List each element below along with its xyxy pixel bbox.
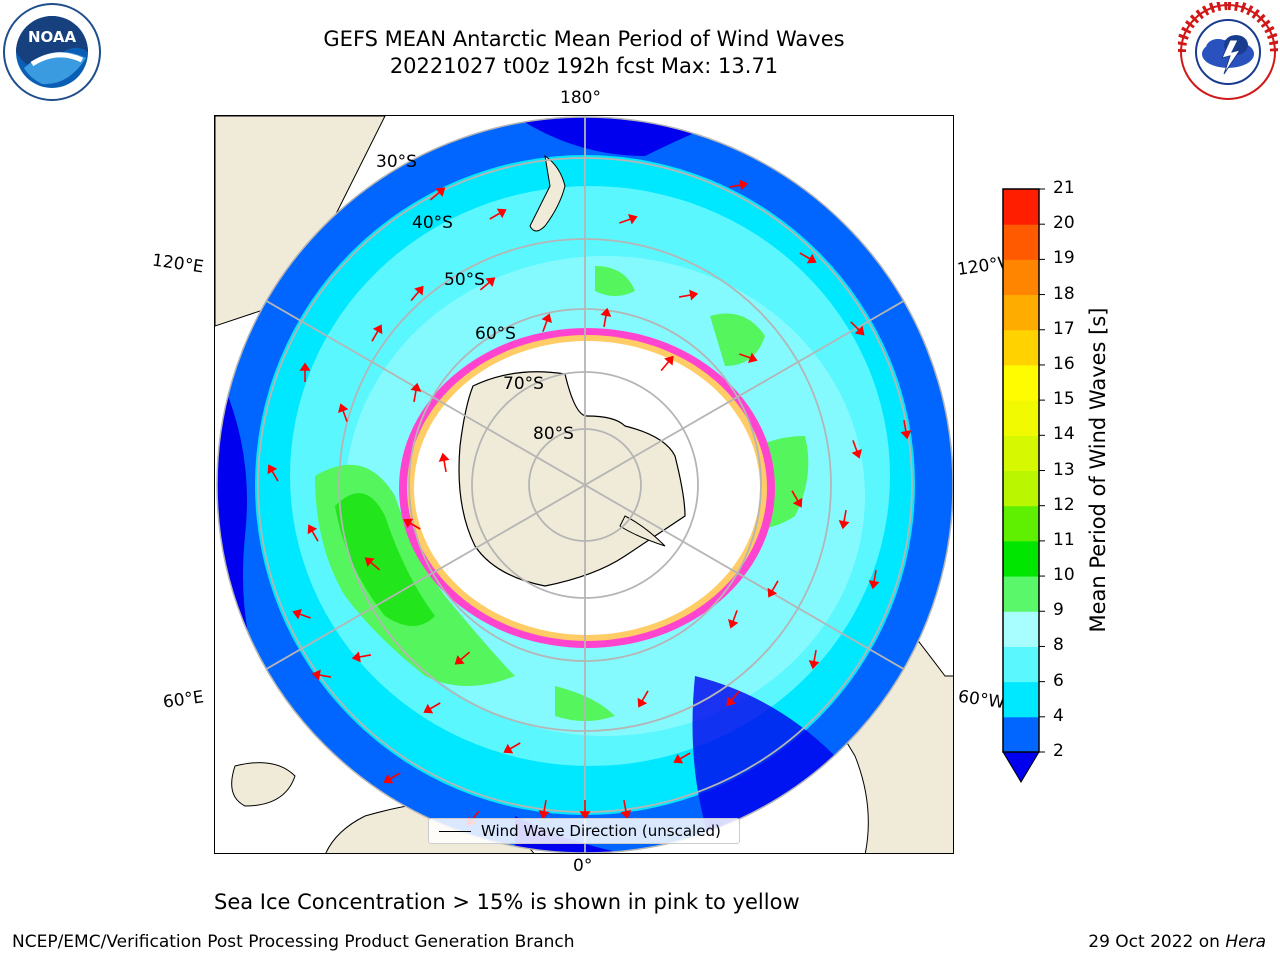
chart-subtitle: 20221027 t00z 192h fcst Max: 13.71	[389, 54, 779, 78]
colorbar-tick-label: 20	[1053, 213, 1075, 234]
colorbar-label: Mean Period of Wind Waves [s]	[1086, 307, 1110, 633]
colorbar-band	[1003, 611, 1039, 647]
colorbar-tick-label: 14	[1053, 424, 1075, 445]
colorbar-tick-label: 8	[1053, 635, 1064, 656]
lat-label-70s: 70°S	[503, 374, 544, 394]
colorbar-band	[1003, 470, 1039, 507]
colorbar-band	[1003, 505, 1039, 542]
lon-label-60w: 60°W	[956, 686, 1007, 714]
colorbar-band	[1003, 576, 1039, 612]
colorbar-band	[1003, 716, 1039, 753]
lon-label-0: 0°	[573, 856, 593, 876]
noaa-logo: NOAA	[2, 2, 102, 102]
colorbar-band	[1003, 646, 1039, 683]
lat-label-40s: 40°S	[412, 213, 453, 233]
run-date-text: 29 Oct 2022 on	[1088, 932, 1226, 952]
run-date: 29 Oct 2022 on Hera	[1088, 932, 1266, 952]
colorbar-tick-label: 6	[1053, 670, 1064, 691]
colorbar-band	[1003, 435, 1039, 471]
colorbar-tick-label: 13	[1053, 459, 1075, 480]
lat-label-50s: 50°S	[444, 270, 485, 290]
svg-text:NOAA: NOAA	[28, 28, 77, 46]
nws-logo	[1176, 0, 1280, 102]
colorbar-tick-label: 10	[1053, 565, 1075, 586]
colorbar-tick-label: 12	[1053, 494, 1075, 515]
colorbar-tick-label: 4	[1053, 705, 1064, 726]
colorbar	[1002, 188, 1045, 783]
colorbar-extend-triangle	[1002, 751, 1040, 783]
colorbar-tick-label: 16	[1053, 353, 1075, 374]
credit-text: NCEP/EMC/Verification Post Processing Pr…	[12, 932, 575, 952]
lat-label-30s: 30°S	[376, 152, 417, 172]
colorbar-tick-label: 17	[1053, 318, 1075, 339]
legend-line-icon	[439, 830, 471, 832]
colorbar-band	[1003, 681, 1039, 718]
colorbar-band	[1003, 364, 1039, 401]
colorbar-tick-label: 2	[1053, 741, 1064, 761]
lon-label-60e: 60°E	[161, 687, 206, 713]
colorbar-tick-label: 11	[1053, 529, 1075, 550]
machine-name: Hera	[1225, 932, 1266, 952]
wave-period-field	[217, 117, 953, 853]
colorbar-band	[1003, 189, 1039, 225]
lon-label-180: 180°	[560, 88, 601, 108]
graticule	[217, 117, 953, 853]
lon-label-120e: 120°E	[150, 250, 205, 278]
colorbar-tick-label: 18	[1053, 283, 1075, 304]
lat-label-60s: 60°S	[475, 324, 516, 344]
colorbar-tick-label: 21	[1053, 178, 1075, 198]
colorbar-band	[1003, 294, 1039, 331]
colorbar-tick-label: 15	[1053, 389, 1075, 410]
polar-map	[214, 115, 954, 854]
sea-ice-note: Sea Ice Concentration > 15% is shown in …	[214, 890, 800, 914]
map-legend: Wind Wave Direction (unscaled)	[428, 818, 740, 844]
colorbar-band	[1003, 259, 1039, 296]
colorbar-tick-label: 9	[1053, 600, 1064, 621]
colorbar-band	[1003, 400, 1039, 436]
legend-label: Wind Wave Direction (unscaled)	[481, 822, 721, 840]
colorbar-band	[1003, 329, 1039, 366]
colorbar-band	[1003, 540, 1039, 577]
colorbar-band	[1003, 224, 1039, 260]
chart-title: GEFS MEAN Antarctic Mean Period of Wind …	[323, 27, 845, 51]
lat-label-80s: 80°S	[533, 424, 574, 444]
colorbar-tick-label: 19	[1053, 248, 1075, 269]
